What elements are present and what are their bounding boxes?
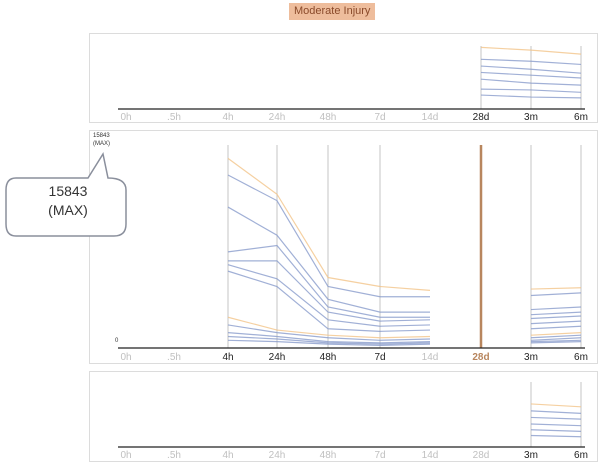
bottom-series-3-line-0 [530, 423, 582, 427]
y-max-label: 15843 (MAX) [93, 133, 110, 147]
bottom-series-1-line-0 [530, 410, 582, 414]
middle-tick-label-6m: 6m [574, 352, 588, 363]
middle-series-5-line-0 [227, 264, 431, 327]
bottom-panel[interactable]: 0h .5h 4h 24h 48h 7d 14d 28d 3m 6m [89, 371, 598, 462]
middle-series-11-line-1 [530, 340, 582, 344]
middle-tick-label-0h: 0h [120, 352, 131, 363]
middle-series-5-line-1 [530, 320, 582, 325]
top-tick-label-6m: 6m [574, 112, 588, 123]
bottom-tick-label-.5h: .5h [167, 450, 181, 461]
middle-tick-label-28d: 28d [472, 352, 489, 363]
middle-tick-label-24h: 24h [269, 352, 286, 363]
bottom-series-2-line-0 [530, 416, 582, 420]
y-min-label: 0 [115, 338, 119, 344]
middle-series-4-line-1 [530, 315, 582, 320]
middle-series-8-line-0 [227, 324, 431, 341]
callout-value: 15843 [48, 183, 88, 199]
bottom-series-0-line-0 [530, 403, 582, 408]
top-series-3-line-0 [480, 71, 582, 79]
middle-series-9-line-0 [227, 332, 431, 344]
middle-series-10-line-0 [227, 335, 431, 345]
top-series-6-line-0 [480, 94, 582, 99]
middle-panel[interactable]: 0h .5h 4h 24h 48h 7d 14d 28d 3m 6m [89, 130, 598, 364]
bottom-tick-label-4h: 4h [222, 450, 233, 461]
callout-max-tag: (MAX) [48, 202, 88, 218]
top-chart: 0h .5h 4h 24h 48h 7d 14d 28d 3m 6m [118, 46, 588, 123]
middle-series-8-line-1 [530, 334, 582, 339]
middle-series-10-line-1 [530, 339, 582, 343]
top-tick-label-28d: 28d [473, 112, 490, 123]
bottom-chart: 0h .5h 4h 24h 48h 7d 14d 28d 3m 6m [118, 382, 588, 461]
middle-series-0-line-1 [530, 287, 582, 290]
middle-series-1-line-1 [530, 292, 582, 297]
middle-series-2-line-1 [530, 306, 582, 311]
bottom-series-5-line-0 [530, 434, 582, 438]
middle-series-2-line-0 [227, 206, 430, 313]
middle-series-0-line-0 [227, 157, 431, 291]
max-value-callout: 15843 (MAX) [2, 140, 132, 240]
bottom-tick-label-7d: 7d [374, 450, 385, 461]
bottom-tick-label-28d: 28d [473, 450, 490, 461]
middle-series-3-line-1 [530, 311, 582, 316]
bottom-tick-label-6m: 6m [574, 450, 588, 461]
bottom-tick-label-0h: 0h [120, 450, 131, 461]
middle-tick-label-14d: 14d [422, 352, 439, 363]
bottom-tick-label-3m: 3m [524, 450, 538, 461]
middle-tick-label-48h: 48h [320, 352, 337, 363]
middle-series-6-line-0 [227, 270, 431, 332]
middle-series-3-line-0 [227, 244, 430, 318]
middle-series-11-line-0 [227, 339, 431, 347]
top-panel[interactable]: 0h .5h 4h 24h 48h 7d 14d 28d 3m 6m [89, 33, 598, 123]
top-series-1-line-0 [480, 58, 582, 66]
bottom-tick-label-14d: 14d [422, 450, 439, 461]
top-tick-label-24h: 24h [269, 112, 286, 123]
top-tick-label-7d: 7d [374, 112, 385, 123]
middle-series-7-line-1 [530, 332, 582, 336]
top-series-5-line-0 [480, 88, 582, 93]
middle-tick-label-7d: 7d [374, 352, 385, 363]
middle-tick-label-.5h: .5h [167, 352, 181, 363]
bottom-tick-label-24h: 24h [269, 450, 286, 461]
top-tick-label-0h: 0h [120, 112, 131, 123]
middle-chart: 0h .5h 4h 24h 48h 7d 14d 28d 3m 6m [118, 145, 588, 363]
middle-tick-label-4h: 4h [222, 352, 233, 363]
middle-series-4-line-0 [228, 260, 431, 322]
middle-series-6-line-1 [530, 325, 582, 330]
top-series-0-line-0 [480, 46, 582, 55]
top-series-2-line-0 [480, 65, 582, 74]
middle-series-9-line-1 [530, 337, 582, 341]
top-tick-label-4h: 4h [222, 112, 233, 123]
bottom-tick-label-48h: 48h [320, 450, 337, 461]
top-tick-label-.5h: .5h [167, 112, 181, 123]
callout-bubble [5, 152, 127, 237]
top-tick-label-48h: 48h [320, 112, 337, 123]
bottom-series-4-line-0 [530, 429, 582, 433]
middle-series-7-line-0 [227, 316, 431, 339]
top-tick-label-3m: 3m [524, 112, 538, 123]
chart-title: Moderate Injury [289, 3, 376, 20]
middle-tick-label-3m: 3m [524, 352, 538, 363]
middle-series-1-line-0 [227, 174, 430, 298]
top-tick-label-14d: 14d [422, 112, 439, 123]
top-series-4-line-0 [480, 78, 582, 86]
